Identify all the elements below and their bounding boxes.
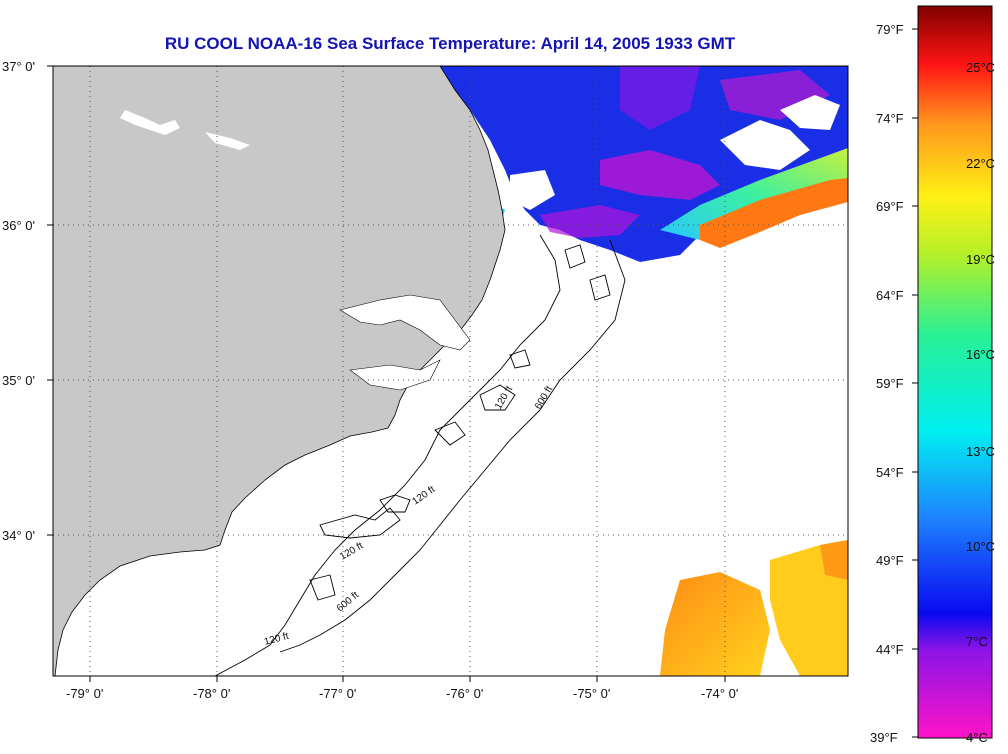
- colorbar-f-label: 59°F: [876, 376, 904, 391]
- colorbar-f-label: 74°F: [876, 111, 904, 126]
- land-mass: [53, 66, 506, 676]
- colorbar-c-label: 19°C: [966, 252, 995, 267]
- lon-label-78: -78° 0': [193, 686, 230, 701]
- colorbar-c-label: 25°C: [966, 60, 995, 75]
- colorbar-f-label: 64°F: [876, 288, 904, 303]
- colorbar: [917, 5, 993, 739]
- sst-warm-tongue: [700, 178, 848, 248]
- colorbar-c-label: 13°C: [966, 444, 995, 459]
- colorbar-f-label: 49°F: [876, 553, 904, 568]
- lat-label-34: 34° 0': [2, 528, 35, 543]
- bathymetry-contours: [214, 234, 626, 676]
- lon-label-79: -79° 0': [66, 686, 103, 701]
- colorbar-c-label: 4°C: [966, 730, 988, 745]
- colorbar-f-label: 54°F: [876, 465, 904, 480]
- colorbar-f-label: 69°F: [876, 199, 904, 214]
- sst-gulf-stream: [660, 148, 848, 240]
- colorbar-c-label: 7°C: [966, 634, 988, 649]
- contour-600ft: [279, 239, 626, 653]
- map-frame: [52, 65, 849, 677]
- lat-label-35: 35° 0': [2, 373, 35, 388]
- colorbar-c-label: 10°C: [966, 539, 995, 554]
- colorbar-c-label: 22°C: [966, 156, 995, 171]
- lon-label-75: -75° 0': [573, 686, 610, 701]
- colorbar-f-label: 44°F: [876, 642, 904, 657]
- graticule: [53, 66, 848, 676]
- map-title: RU COOL NOAA-16 Sea Surface Temperature:…: [164, 34, 736, 53]
- contour-120ft: [214, 234, 561, 676]
- lat-label-36: 36° 0': [2, 218, 35, 233]
- colorbar-f-label: 79°F: [876, 22, 904, 37]
- sst-warm-southeast: [660, 572, 770, 676]
- colorbar-f-label: 39°F: [870, 730, 898, 745]
- lon-label-74: -74° 0': [701, 686, 738, 701]
- colorbar-ticks: [912, 28, 918, 738]
- lon-label-76: -76° 0': [446, 686, 483, 701]
- lat-label-37: 37° 0': [2, 59, 35, 74]
- lon-label-77: -77° 0': [319, 686, 356, 701]
- sst-magenta-streak: [600, 150, 720, 200]
- colorbar-c-label: 16°C: [966, 347, 995, 362]
